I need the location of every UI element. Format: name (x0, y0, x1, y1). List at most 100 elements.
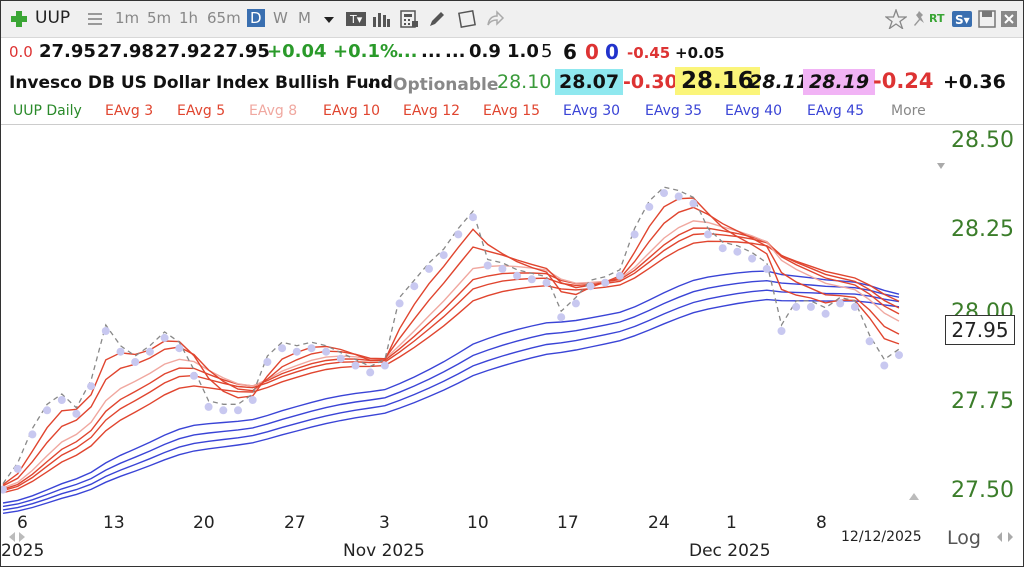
quote-field: 28.19 (803, 69, 876, 95)
price-dot (850, 302, 859, 311)
quote-field: 0 (585, 40, 599, 64)
bid-value: 28.07 (555, 69, 624, 95)
price-dot (469, 213, 477, 222)
price-dot (160, 333, 169, 342)
bar-chart-icon[interactable] (371, 9, 391, 29)
price-dot (219, 406, 228, 415)
chevron-down-icon[interactable] (319, 9, 339, 29)
fund-name: Invesco DB US Dollar Index Bullish Fund (9, 73, 393, 93)
legend-eavg-40[interactable]: EAvg 40 (725, 103, 783, 119)
price-dot (777, 327, 786, 335)
timeframe-1h[interactable]: 1h (179, 9, 199, 27)
date-label: 12/12/2025 (841, 529, 922, 545)
symbol-label[interactable]: UUP (35, 8, 71, 28)
x-tick-label: 8 (816, 513, 827, 533)
pin-icon[interactable] (909, 9, 929, 29)
quote-field: 0 (605, 40, 619, 64)
price-dot (72, 409, 81, 418)
price-dot (527, 275, 536, 284)
y-tick-label: 28.25 (951, 217, 1014, 242)
x-tick-label: 20 (193, 513, 215, 533)
list-icon[interactable] (85, 9, 105, 29)
timeframe-1m[interactable]: 1m (115, 9, 140, 27)
price-dot (762, 264, 771, 273)
price-dot (13, 464, 22, 473)
price-dot (131, 358, 140, 366)
price-dot (248, 396, 257, 404)
price-dot (601, 278, 610, 287)
price-dot (689, 199, 698, 208)
axis-marker-icon (937, 163, 945, 169)
calculator-icon[interactable] (399, 9, 419, 29)
add-symbol-icon[interactable] (9, 9, 29, 29)
close-icon[interactable] (999, 9, 1019, 29)
ema-line-35 (2, 279, 900, 508)
legend-main[interactable]: UUP Daily (13, 103, 82, 119)
timeframe-w[interactable]: W (273, 9, 288, 27)
quote-field: ... (367, 71, 388, 92)
price-dot (792, 302, 801, 311)
quote-field: -0.45 (627, 44, 671, 62)
price-dot (175, 344, 184, 353)
price-dot (145, 347, 154, 356)
price-dot (733, 247, 742, 256)
price-dot (895, 351, 903, 360)
month-label: Dec 2025 (689, 541, 771, 561)
price-dot (557, 313, 566, 322)
ema-line-40 (2, 289, 900, 511)
y-tick-label: 28.50 (951, 128, 1014, 153)
legend-eavg-30[interactable]: EAvg 30 (563, 103, 621, 119)
star-icon[interactable] (884, 8, 908, 31)
save-icon[interactable] (977, 9, 997, 29)
last-price-label: 27.95 (945, 315, 1015, 345)
timeframe-5m[interactable]: 5m (147, 9, 172, 27)
legend-eavg-5[interactable]: EAvg 5 (177, 103, 226, 119)
price-chart[interactable] (1, 125, 1023, 566)
y-tick-label: 27.75 (951, 389, 1014, 414)
quote-field: 6 (563, 40, 577, 64)
price-dot (513, 271, 522, 280)
price-dot (322, 347, 331, 356)
price-dot (116, 347, 125, 356)
price-dot (410, 282, 419, 291)
legend-more[interactable]: More (891, 103, 926, 119)
legend-eavg-45[interactable]: EAvg 45 (807, 103, 865, 119)
ema-line-8 (2, 220, 900, 489)
legend-eavg-3[interactable]: EAvg 3 (105, 103, 154, 119)
month-label: 2025 (1, 541, 45, 561)
toolbar: UUP 1m 5m 1h 65m D W M T▾ (1, 1, 1023, 38)
timeframe-d[interactable]: D (247, 9, 265, 27)
x-tick-label: 27 (284, 513, 306, 533)
bid-change: -0.30 (623, 71, 678, 93)
quote-field: ... (397, 41, 418, 62)
timeframe-m[interactable]: M (298, 9, 311, 27)
legend-eavg-35[interactable]: EAvg 35 (645, 103, 703, 119)
price-dot (674, 192, 683, 201)
timeframe-65m[interactable]: 65m (207, 9, 241, 27)
pencil-icon[interactable] (427, 9, 447, 29)
price-dot (630, 230, 639, 239)
price-dot (748, 254, 757, 263)
text-tool-icon[interactable]: T▾ (345, 9, 366, 29)
notes-icon[interactable] (457, 9, 477, 29)
share-icon[interactable] (485, 9, 505, 29)
scroll-left-icon[interactable] (7, 529, 27, 548)
ema-line-30 (2, 270, 900, 504)
legend-eavg-8[interactable]: EAvg 8 (249, 103, 298, 119)
x-tick-label: 3 (379, 513, 390, 533)
realtime-icon[interactable]: RT (929, 12, 945, 25)
legend-eavg-15[interactable]: EAvg 15 (483, 103, 541, 119)
price-dot (351, 361, 360, 370)
legend-eavg-12[interactable]: EAvg 12 (403, 103, 461, 119)
price-dot (380, 361, 389, 370)
legend-eavg-10[interactable]: EAvg 10 (323, 103, 381, 119)
quote-field: 5 (541, 41, 553, 62)
expand-icon[interactable] (995, 529, 1015, 549)
quote-row-ohlc: 0.0 27.95 27.98 27.92 27.95 +0.04 +0.1% … (1, 40, 1023, 65)
scan-icon[interactable]: S▾ (951, 9, 972, 29)
price-line (2, 186, 900, 484)
ema-line-12 (2, 232, 900, 492)
price-dot (336, 354, 345, 363)
price-dot (645, 202, 654, 211)
log-scale-toggle[interactable]: Log (947, 527, 981, 549)
